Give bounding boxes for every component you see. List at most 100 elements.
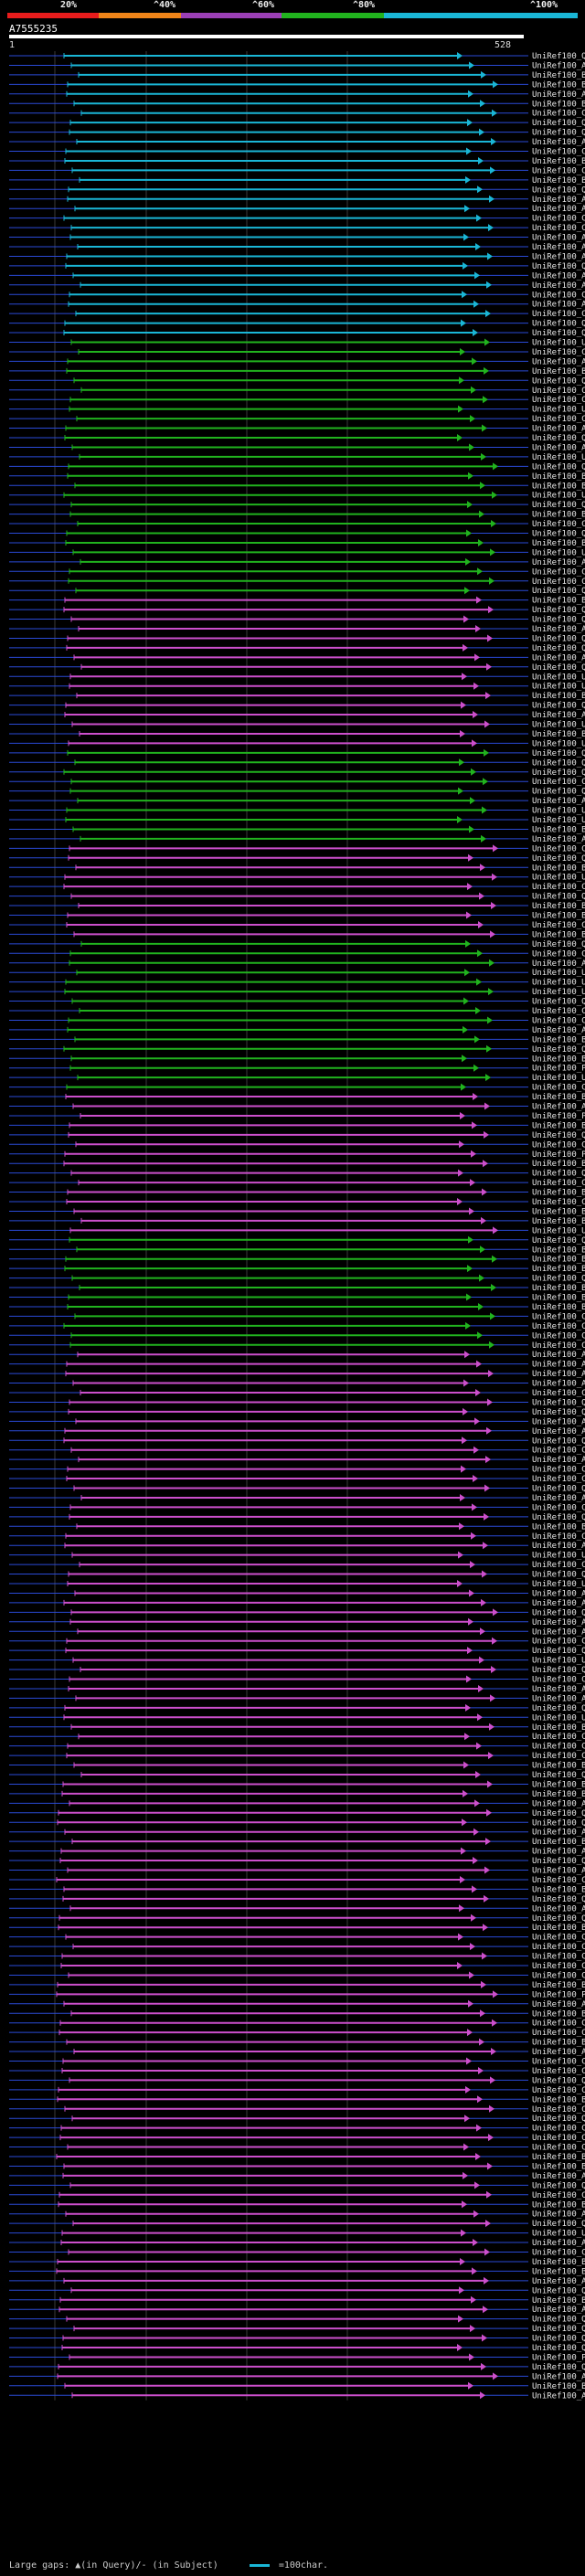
hit-label[interactable]: UniRef100_B9WN81 xyxy=(532,1522,585,1532)
hit-label[interactable]: UniRef100_A5K6F1 xyxy=(532,281,585,291)
hit-label[interactable]: UniRef100_Q9D3D9 xyxy=(532,1045,585,1055)
hit-label[interactable]: UniRef100_B4NTR2 xyxy=(532,1284,585,1293)
hit-label[interactable]: UniRef100_A9KTG7 xyxy=(532,1694,585,1703)
hit-label[interactable]: UniRef100_Q4X6B9 xyxy=(532,119,585,128)
hit-label[interactable]: UniRef100_A0JVF1 xyxy=(532,2391,585,2401)
hit-label[interactable]: UniRef100_B5YP89 xyxy=(532,1055,585,1064)
hit-label[interactable]: UniRef100_A4HYS9 xyxy=(532,1799,585,1808)
hit-label[interactable]: UniRef100_Q1LI05 xyxy=(532,663,585,673)
hit-label[interactable]: UniRef100_A2C717 xyxy=(532,138,585,147)
hit-label[interactable]: UniRef100_Q6FNM5 xyxy=(532,998,585,1007)
hit-label[interactable]: UniRef100_C8V387 xyxy=(532,1638,585,1647)
hit-label[interactable]: UniRef100_A9NMA3 xyxy=(532,205,585,214)
hit-label[interactable]: UniRef100_A1YKK4 xyxy=(532,61,585,70)
hit-label[interactable]: UniRef100_A5IWG4 xyxy=(532,1848,585,1857)
hit-label[interactable]: UniRef100_C6Q0B7 xyxy=(532,2086,585,2095)
hit-label[interactable]: UniRef100_UP1000... xyxy=(532,453,585,462)
hit-label[interactable]: UniRef100_A6HMR6 xyxy=(532,1618,585,1627)
hit-label[interactable]: UniRef100_C2YC16 xyxy=(532,2125,585,2134)
hit-label[interactable]: UniRef100_Q41000 xyxy=(532,262,585,271)
hit-label[interactable]: UniRef100_B6K9C3 xyxy=(532,1160,585,1169)
hit-label[interactable]: UniRef100_Q9EZS2 xyxy=(532,52,585,61)
hit-label[interactable]: UniRef100_Q8GTK7 xyxy=(532,186,585,195)
hit-label[interactable]: UniRef100_UP1434 xyxy=(532,969,585,978)
hit-label[interactable]: UniRef100_A7SPA6 xyxy=(532,1026,585,1035)
hit-label[interactable]: UniRef100_Q5NGP7 xyxy=(532,788,585,797)
hit-label[interactable]: UniRef100_A8WTU6 xyxy=(532,1370,585,1379)
hit-label[interactable]: UniRef100_Q4UDV7 xyxy=(532,1647,585,1656)
hit-label[interactable]: UniRef100_B8R161 xyxy=(532,1981,585,1990)
hit-label[interactable]: UniRef100_B6KB42 xyxy=(532,367,585,376)
hit-label[interactable]: UniRef100_C6UFP2 xyxy=(532,224,585,233)
hit-label[interactable]: UniRef100_C4XE11 xyxy=(532,578,585,587)
hit-label[interactable]: UniRef100_C2EPR3 xyxy=(532,1179,585,1188)
hit-label[interactable]: UniRef100_A4HQZ7 xyxy=(532,653,585,663)
hit-label[interactable]: UniRef100_A4JA16 xyxy=(532,2239,585,2248)
hit-label[interactable]: UniRef100_C3WEK0 xyxy=(532,2191,585,2200)
hit-label[interactable]: UniRef100_B7HT14 xyxy=(532,2153,585,2162)
hit-label[interactable]: UniRef100_C3GB07 xyxy=(532,2029,585,2038)
hit-label[interactable]: UniRef100_UP1000... xyxy=(532,1226,585,1235)
hit-label[interactable]: UniRef100_P30049 xyxy=(532,1112,585,1121)
hit-label[interactable]: UniRef100_A6R2C3 xyxy=(532,1417,585,1426)
hit-label[interactable]: UniRef100_C5FTC9 xyxy=(532,1140,585,1150)
hit-label[interactable]: UniRef100_B9BPE5 xyxy=(532,2382,585,2391)
hit-label[interactable]: UniRef100_B5MA47 xyxy=(532,912,585,921)
hit-label[interactable]: UniRef100_B0ZMN2 xyxy=(532,930,585,939)
hit-label[interactable]: UniRef100_B5XDU6 xyxy=(532,825,585,834)
hit-label[interactable]: UniRef100_Q4T3W7 xyxy=(532,616,585,625)
hit-label[interactable]: UniRef100_A7HM69 xyxy=(532,1380,585,1389)
hit-label[interactable]: UniRef100_UP1000... xyxy=(532,548,585,557)
hit-label[interactable]: UniRef100_A4TYT1 xyxy=(532,1361,585,1370)
hit-label[interactable]: UniRef100_C3ZTA4 xyxy=(532,520,585,529)
hit-label[interactable]: UniRef100_B4ND26 xyxy=(532,1256,585,1265)
hit-label[interactable]: UniRef100_UP1000... xyxy=(532,1552,585,1561)
hit-label[interactable]: UniRef100_Q4PR55 xyxy=(532,462,585,472)
hit-label[interactable]: UniRef100_UP1000... xyxy=(532,406,585,415)
hit-label[interactable]: UniRef100_B6IPC5 xyxy=(532,1762,585,1771)
hit-label[interactable]: UniRef100_B0WYE7 xyxy=(532,597,585,606)
hit-label[interactable]: UniRef100_C6QFT4 xyxy=(532,1733,585,1742)
hit-label[interactable]: UniRef100_Q3XZU2 xyxy=(532,2316,585,2325)
hit-label[interactable]: UniRef100_C4LTQ8 xyxy=(532,1475,585,1484)
hit-label[interactable]: UniRef100_B0FFJ5 xyxy=(532,730,585,739)
hit-label[interactable]: UniRef100_A9UZ10 xyxy=(532,1599,585,1608)
hit-label[interactable]: UniRef100_Q6P1J5 xyxy=(532,769,585,778)
hit-label[interactable]: UniRef100_C5M1A4 xyxy=(532,1447,585,1456)
hit-label[interactable]: UniRef100_B4QHT0 xyxy=(532,1246,585,1255)
hit-label[interactable]: UniRef100_Q68KY9 xyxy=(532,606,585,615)
hit-label[interactable]: UniRef100_B6QMA4 xyxy=(532,1217,585,1226)
hit-label[interactable]: UniRef100_A5TTJ5 xyxy=(532,2048,585,2057)
hit-label[interactable]: UniRef100_B3S2M9 xyxy=(532,482,585,491)
hit-label[interactable]: UniRef100_A8MYL0 xyxy=(532,357,585,366)
hit-label[interactable]: UniRef100_Q9W226 xyxy=(532,1236,585,1246)
hit-label[interactable]: UniRef100_P07891 xyxy=(532,2353,585,2362)
hit-label[interactable]: UniRef100_UP1000... xyxy=(532,673,585,682)
hit-label[interactable]: UniRef100_Q2MD90 xyxy=(532,1771,585,1780)
hit-label[interactable]: UniRef100_B5DV49 xyxy=(532,2200,585,2210)
hit-label[interactable]: UniRef100_A8PYC5 xyxy=(532,443,585,452)
hit-label[interactable]: UniRef100_UP1000... xyxy=(532,979,585,988)
hit-label[interactable]: UniRef100_B6QMA5 xyxy=(532,1207,585,1216)
hit-label[interactable]: UniRef100_A9VSA2 xyxy=(532,2172,585,2181)
hit-label[interactable]: UniRef100_C6XL28 xyxy=(532,1341,585,1351)
hit-label[interactable]: UniRef100_C4Y1M4 xyxy=(532,1389,585,1398)
hit-label[interactable]: UniRef100_Q5AG35 xyxy=(532,1513,585,1522)
hit-label[interactable]: UniRef100_A9NNZ5 xyxy=(532,196,585,205)
hit-label[interactable]: UniRef100_A6NEI3 xyxy=(532,711,585,720)
hit-label[interactable]: UniRef100_B9HHE9 xyxy=(532,1303,585,1312)
hit-label[interactable]: UniRef100_C4JYO5 xyxy=(532,1322,585,1331)
hit-label[interactable]: UniRef100_Q6CKB5 xyxy=(532,587,585,596)
hit-label[interactable]: UniRef100_A3LHR9 xyxy=(532,835,585,844)
hit-label[interactable]: UniRef100_C5GBB0 xyxy=(532,1007,585,1016)
hit-label[interactable]: UniRef100_C3WTD9 xyxy=(532,1962,585,1971)
hit-label[interactable]: UniRef100_B9N2T4 xyxy=(532,100,585,109)
hit-label[interactable]: UniRef100_C3WKU4 xyxy=(532,1953,585,1962)
hit-label[interactable]: UniRef100_C6UFP4 xyxy=(532,110,585,119)
hit-label[interactable]: UniRef100_C4QYH3 xyxy=(532,1198,585,1207)
hit-label[interactable]: UniRef100_A4HYP9 xyxy=(532,1542,585,1551)
hit-label[interactable]: UniRef100_Q2ETJ5 xyxy=(532,2335,585,2344)
hit-label[interactable]: UniRef100_Q5BG93 xyxy=(532,1131,585,1140)
hit-label[interactable]: UniRef100_A9P8P2 xyxy=(532,271,585,281)
hit-label[interactable]: UniRef100_UP1000... xyxy=(532,988,585,997)
